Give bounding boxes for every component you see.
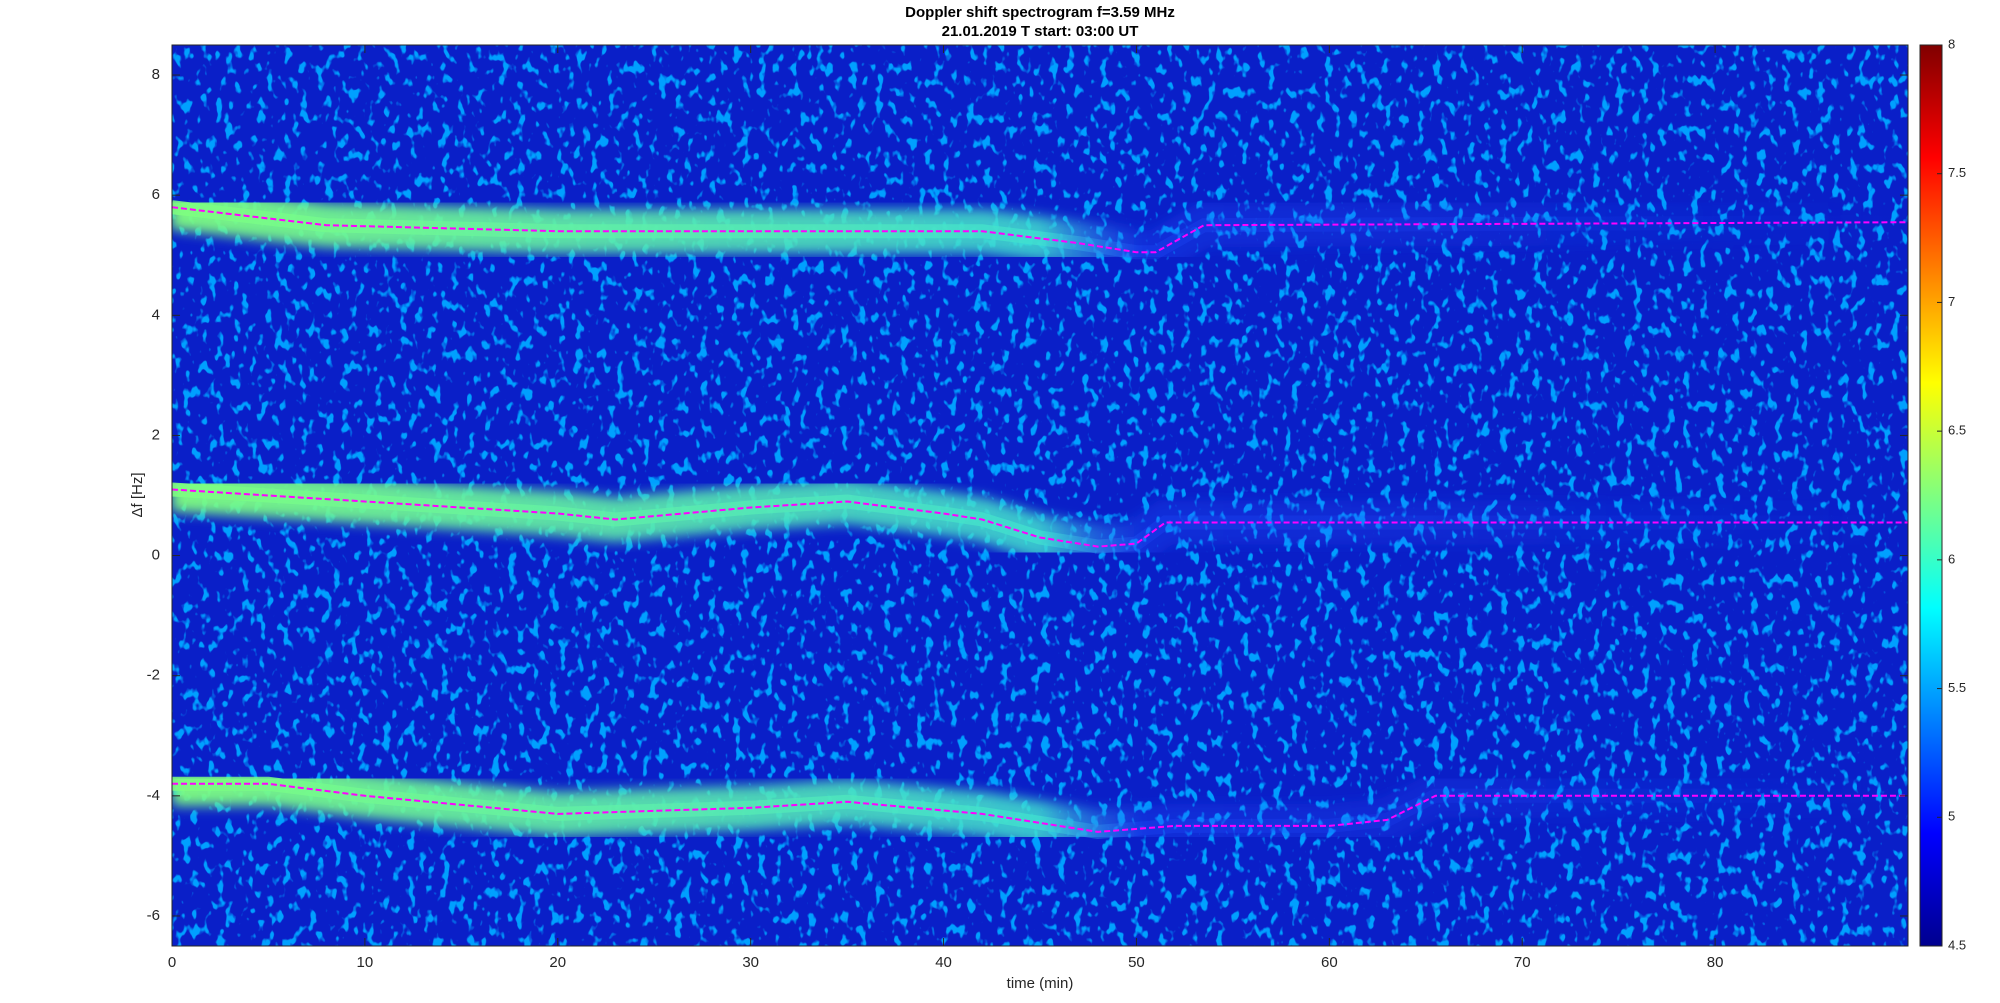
y-tick-label: 2 bbox=[152, 426, 160, 443]
trace-line bbox=[172, 782, 1908, 833]
x-tick-label: 80 bbox=[1707, 954, 1724, 971]
trace-line bbox=[172, 206, 1908, 254]
y-axis-label: Δf [Hz] bbox=[129, 472, 146, 517]
y-tick-label: 6 bbox=[152, 186, 160, 203]
plot-area bbox=[172, 185, 1908, 855]
colorbar-tick-label: 5 bbox=[1948, 809, 1955, 824]
x-tick-label: 60 bbox=[1321, 954, 1338, 971]
chart-title: Doppler shift spectrogram f=3.59 MHz bbox=[905, 4, 1175, 21]
y-tick-label: -6 bbox=[147, 907, 160, 924]
colorbar bbox=[1919, 44, 1943, 947]
x-axis-label: time (min) bbox=[1007, 975, 1074, 992]
colorbar-tick-label: 4.5 bbox=[1948, 937, 1966, 952]
chart-subtitle: 21.01.2019 T start: 03:00 UT bbox=[942, 23, 1139, 40]
colorbar-tick-label: 7 bbox=[1948, 294, 1955, 309]
x-tick-label: 20 bbox=[549, 954, 566, 971]
colorbar-tick-label: 6.5 bbox=[1948, 423, 1966, 438]
x-tick-label: 40 bbox=[935, 954, 952, 971]
trace-line bbox=[172, 488, 1908, 548]
colorbar-tick-label: 5.5 bbox=[1948, 680, 1966, 695]
x-tick-label: 10 bbox=[357, 954, 374, 971]
y-tick-label: -2 bbox=[147, 667, 160, 684]
x-tick-label: 0 bbox=[168, 954, 176, 971]
colorbar-tick-label: 7.5 bbox=[1948, 165, 1966, 180]
y-tick-label: 4 bbox=[152, 306, 160, 323]
x-tick-label: 50 bbox=[1128, 954, 1145, 971]
y-tick-label: -4 bbox=[147, 787, 160, 804]
x-tick-label: 30 bbox=[742, 954, 759, 971]
y-tick-label: 0 bbox=[152, 547, 160, 564]
x-tick-label: 70 bbox=[1514, 954, 1531, 971]
axes-box bbox=[171, 44, 1909, 947]
y-tick-label: 8 bbox=[152, 66, 160, 83]
colorbar-tick-label: 8 bbox=[1948, 36, 1955, 51]
colorbar-tick-label: 6 bbox=[1948, 551, 1955, 566]
